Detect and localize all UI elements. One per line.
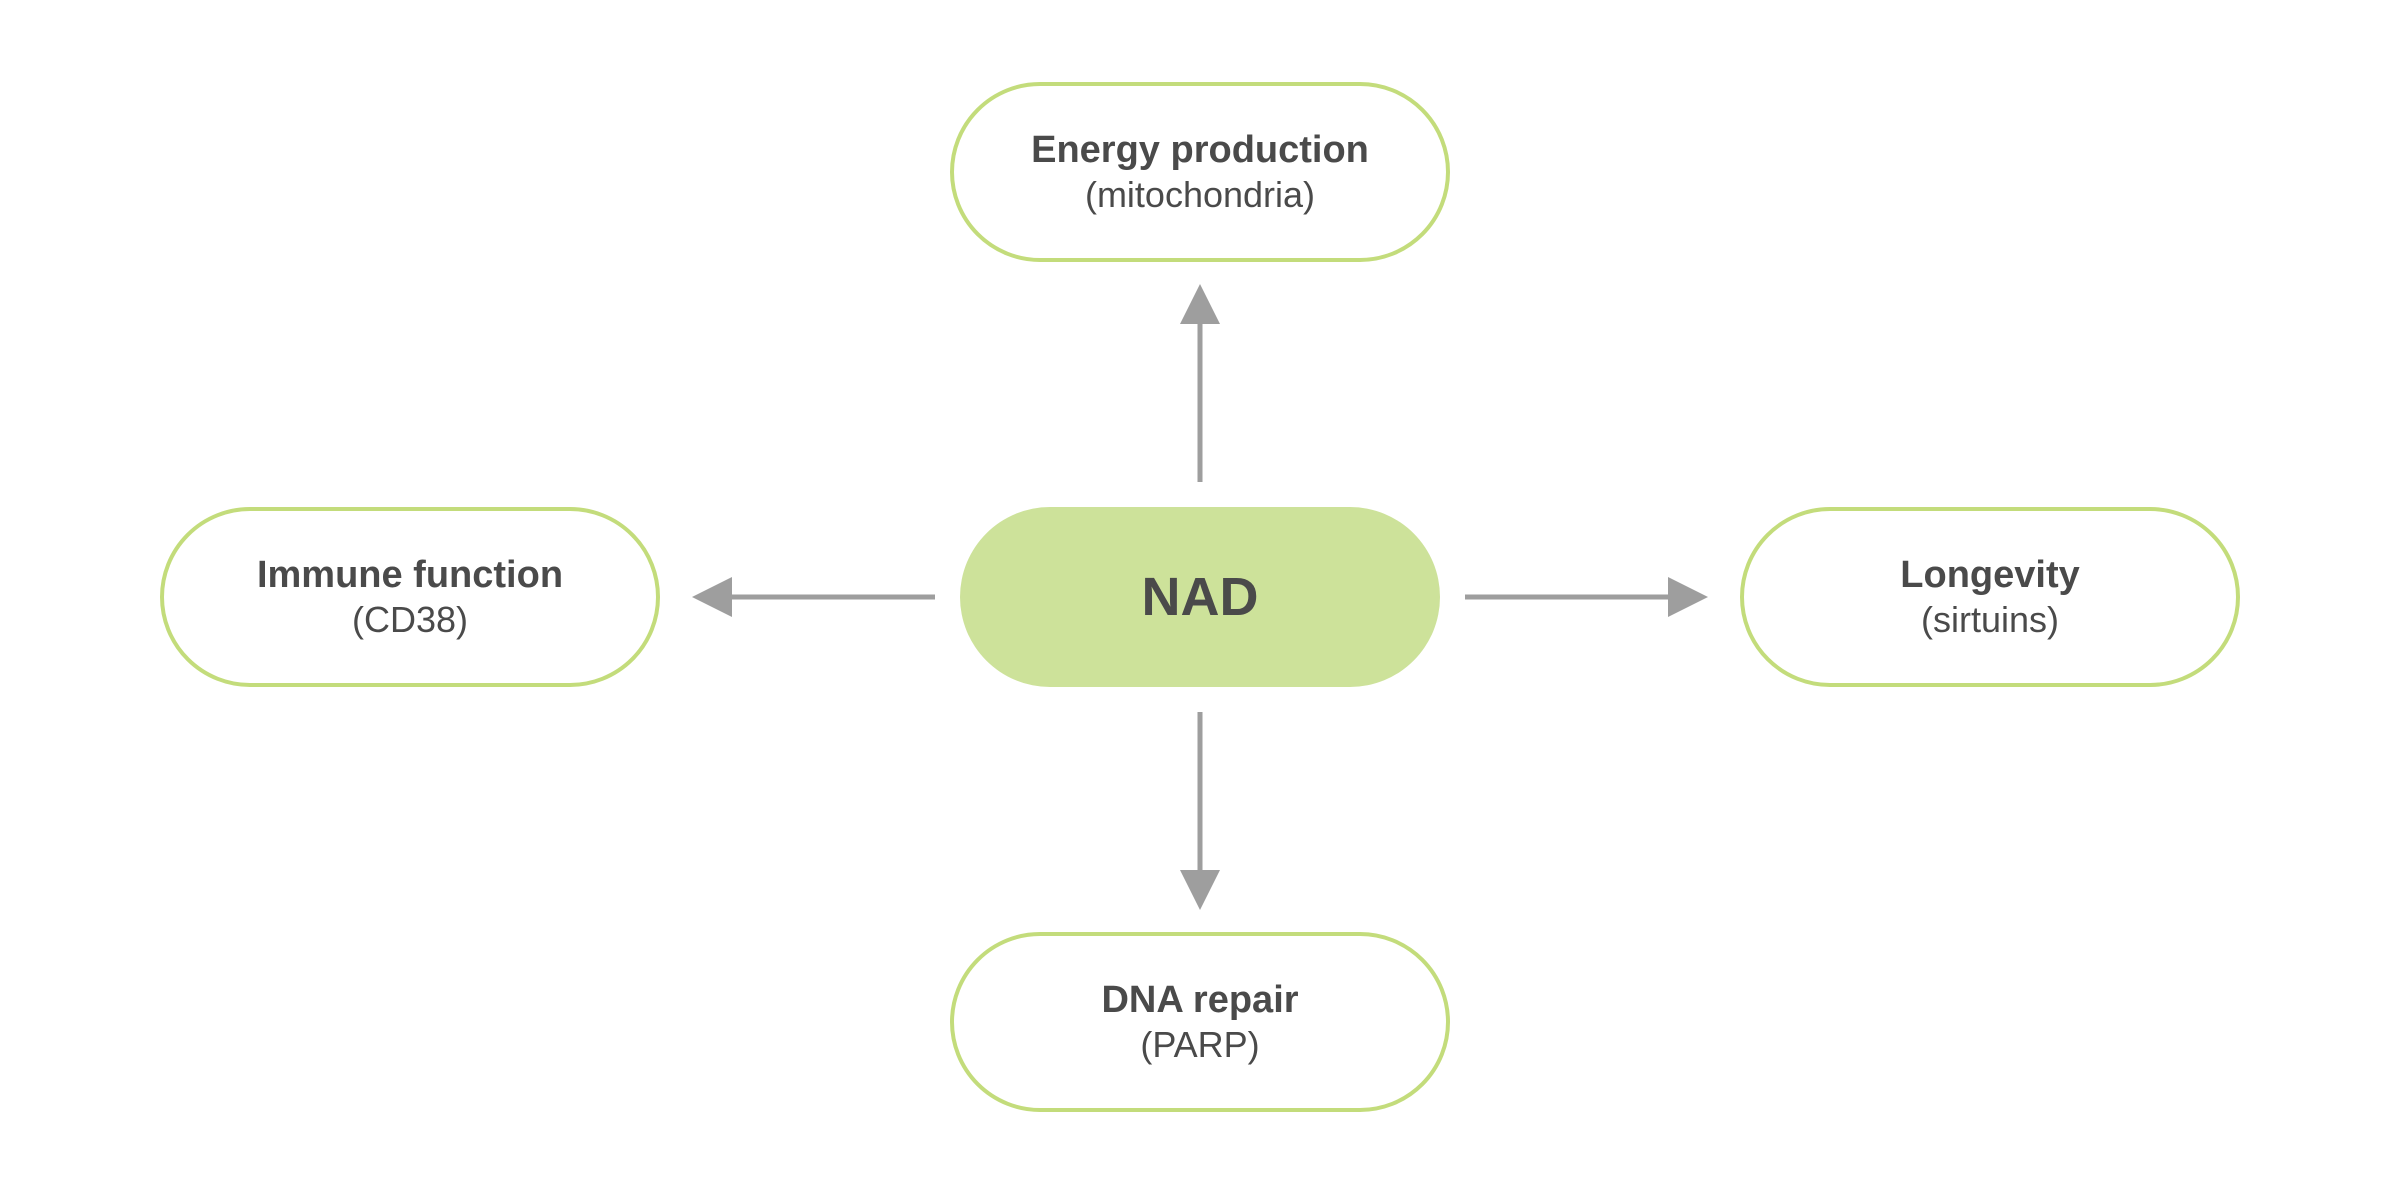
node-bottom-title: DNA repair (1101, 978, 1298, 1024)
node-right-title: Longevity (1900, 553, 2079, 599)
node-left-title: Immune function (257, 553, 563, 599)
center-label: NAD (1142, 565, 1259, 630)
node-top-subtitle: (mitochondria) (1085, 173, 1315, 216)
node-bottom: DNA repair (PARP) (950, 932, 1450, 1112)
node-top-title: Energy production (1031, 128, 1369, 174)
node-left: Immune function (CD38) (160, 507, 660, 687)
center-node: NAD (960, 507, 1440, 687)
diagram-canvas: NAD Energy production (mitochondria) DNA… (0, 0, 2400, 1194)
node-bottom-subtitle: (PARP) (1140, 1023, 1259, 1066)
node-right: Longevity (sirtuins) (1740, 507, 2240, 687)
node-top: Energy production (mitochondria) (950, 82, 1450, 262)
node-left-subtitle: (CD38) (352, 598, 468, 641)
node-right-subtitle: (sirtuins) (1921, 598, 2059, 641)
